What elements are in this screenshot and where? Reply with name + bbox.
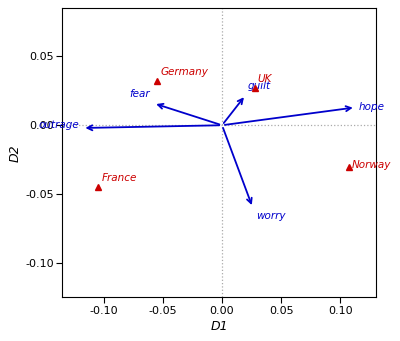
X-axis label: D1: D1 xyxy=(210,320,228,333)
Text: fear: fear xyxy=(129,89,150,99)
Y-axis label: D2: D2 xyxy=(8,144,21,162)
Text: Germany: Germany xyxy=(160,67,208,77)
Text: guilt: guilt xyxy=(248,81,271,91)
Text: worry: worry xyxy=(256,210,286,221)
Text: outrage: outrage xyxy=(38,120,79,130)
Text: Norway: Norway xyxy=(352,160,392,170)
Text: hope: hope xyxy=(359,102,385,113)
Text: France: France xyxy=(102,173,137,183)
Text: UK: UK xyxy=(258,74,272,84)
